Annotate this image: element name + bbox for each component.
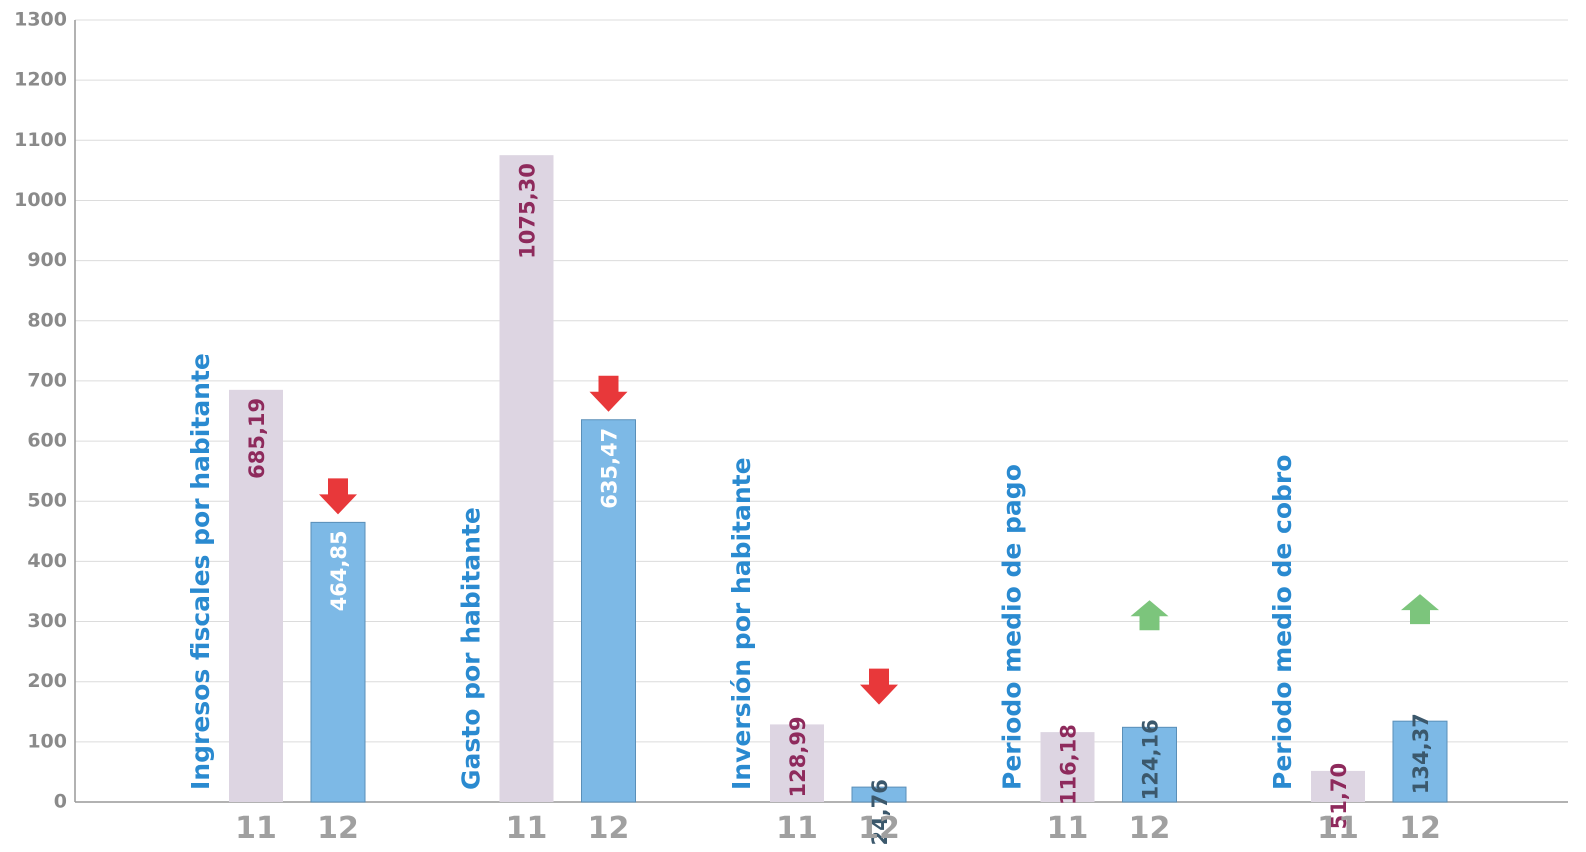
x-tick-label: 12 (317, 811, 359, 846)
y-tick-label: 500 (27, 490, 67, 512)
category-label: Inversión por habitante (727, 457, 756, 790)
bar (1311, 770, 1365, 802)
value-label: 128,99 (786, 716, 810, 797)
category-label: Gasto por habitante (457, 507, 486, 790)
bar (1392, 720, 1448, 803)
y-tick-label: 900 (27, 249, 67, 271)
bar (770, 724, 824, 802)
category-label: Periodo medio de cobro (1268, 455, 1297, 790)
y-tick-label: 0 (54, 791, 67, 813)
value-label: 134,37 (1409, 713, 1433, 794)
trend-arrow (860, 668, 898, 705)
y-tick-label: 1100 (14, 129, 67, 151)
value-label: 635,47 (598, 428, 622, 509)
value-label: 124,16 (1139, 719, 1163, 800)
bar (1040, 732, 1095, 802)
x-tick-label: 12 (1129, 811, 1171, 846)
value-label: 1075,30 (516, 163, 540, 259)
y-tick-label: 600 (27, 430, 67, 452)
y-tick-label: 700 (27, 369, 67, 391)
y-tick-label: 800 (27, 309, 67, 331)
category-label: Periodo medio de pago (998, 464, 1027, 790)
value-label: 685,19 (245, 398, 269, 479)
y-tick-label: 400 (27, 550, 67, 572)
bar (581, 419, 636, 803)
x-tick-label: 11 (776, 811, 818, 846)
category-label: Ingresos fiscales por habitante (186, 353, 215, 790)
trend-arrow (319, 478, 357, 515)
bar (499, 155, 554, 802)
x-tick-label: 12 (1399, 811, 1441, 846)
y-tick-label: 200 (27, 670, 67, 692)
bar (229, 389, 283, 802)
y-tick-label: 300 (27, 610, 67, 632)
x-tick-label: 11 (235, 811, 277, 846)
bar (1122, 726, 1177, 803)
y-tick-label: 1300 (14, 9, 67, 31)
value-label: 116,18 (1057, 724, 1081, 805)
value-label: 51,70 (1327, 763, 1351, 829)
y-tick-label: 100 (27, 730, 67, 752)
x-tick-label: 11 (506, 811, 548, 846)
x-tick-label: 12 (588, 811, 630, 846)
value-label: 464,85 (327, 530, 351, 611)
value-label: 24,76 (868, 779, 892, 845)
bar (851, 786, 907, 803)
x-tick-label: 11 (1047, 811, 1089, 846)
x-tick-label: 11 (1317, 811, 1359, 846)
trend-arrow (1401, 594, 1439, 625)
y-tick-label: 1000 (14, 189, 67, 211)
y-tick-label: 1200 (14, 69, 67, 91)
trend-arrow (1130, 600, 1169, 631)
x-tick-label: 12 (858, 811, 900, 846)
trend-arrow (589, 375, 628, 412)
bar (310, 521, 366, 803)
